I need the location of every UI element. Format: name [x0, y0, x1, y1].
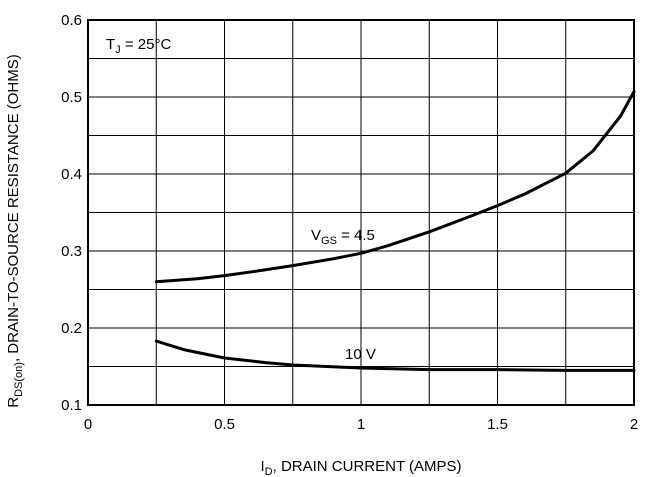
condition-label: TJ = 25°C	[106, 36, 171, 56]
x-tick-label: 1	[357, 416, 365, 433]
x-axis-label: ID, DRAIN CURRENT (AMPS)	[260, 458, 461, 477]
y-tick-label: 0.1	[61, 397, 82, 414]
y-tick-label: 0.3	[61, 243, 82, 260]
y-tick-label: 0.4	[61, 166, 82, 183]
x-tick-label: 1.5	[487, 416, 508, 433]
y-axis-label: RDS(on), DRAIN-TO-SOURCE RESISTANCE (OHM…	[5, 54, 25, 407]
x-tick-labels: 0 0.5 1 1.5 2	[84, 416, 638, 433]
y-tick-labels: 0.1 0.2 0.3 0.4 0.5 0.6	[61, 12, 82, 414]
series-layer	[154, 90, 636, 372]
y-tick-label: 0.6	[61, 12, 82, 29]
series-label-vgs-4-5: VGS = 4.5	[311, 227, 375, 247]
series-line-0	[154, 90, 636, 284]
series-line-1	[154, 339, 636, 372]
grid	[88, 20, 634, 405]
y-tick-label: 0.5	[61, 89, 82, 106]
x-tick-label: 0	[84, 416, 92, 433]
plot-frame	[87, 19, 635, 406]
x-tick-label: 0.5	[214, 416, 235, 433]
series-label-10v: 10 V	[345, 346, 376, 363]
y-tick-label: 0.2	[61, 320, 82, 337]
x-tick-label: 2	[630, 416, 638, 433]
